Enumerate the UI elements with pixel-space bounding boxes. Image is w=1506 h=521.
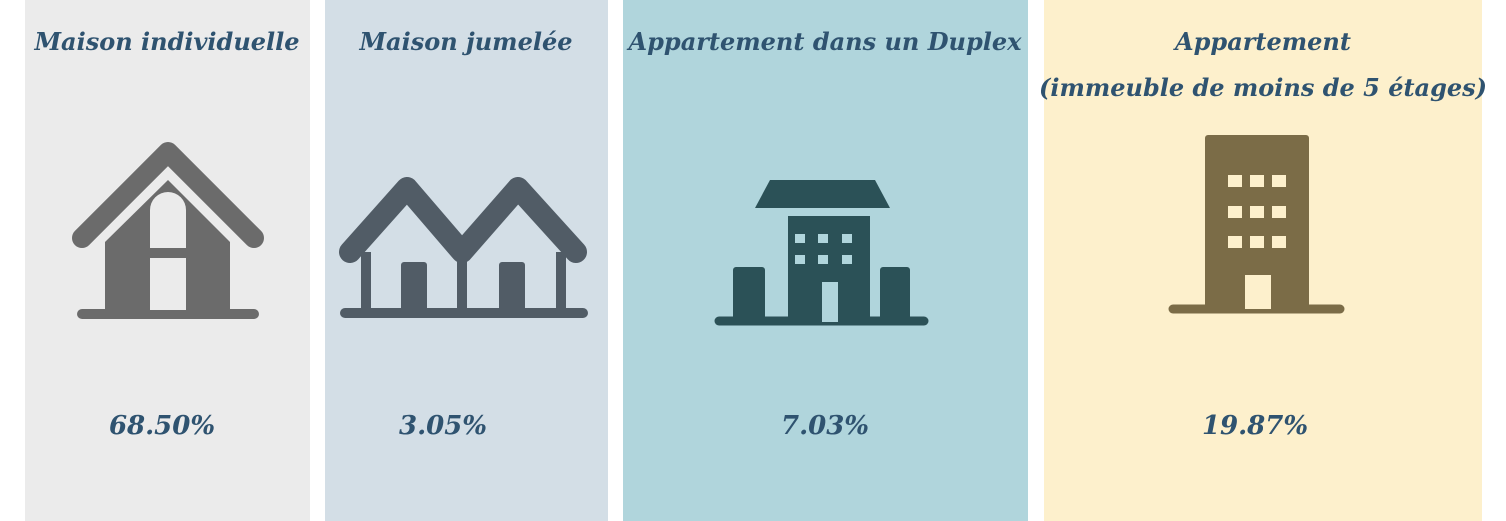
apartment-icon — [1168, 135, 1345, 314]
percentage: 7.03% — [781, 411, 869, 441]
panel-title: Maison jumelée — [358, 27, 572, 56]
percentage: 3.05% — [399, 411, 487, 441]
panel-title: Appartement — [1173, 27, 1351, 56]
panel-title: Maison individuelle — [33, 27, 299, 56]
duplex-icon — [714, 180, 929, 326]
percentage: 19.87% — [1202, 411, 1308, 441]
house-icon — [72, 142, 264, 319]
panel-title: Appartement dans un Duplex — [627, 27, 1023, 56]
panel-title: (immeuble de moins de 5 étages) — [1039, 73, 1487, 102]
percentage: 68.50% — [109, 411, 215, 441]
semi-detached-icon — [339, 177, 588, 318]
